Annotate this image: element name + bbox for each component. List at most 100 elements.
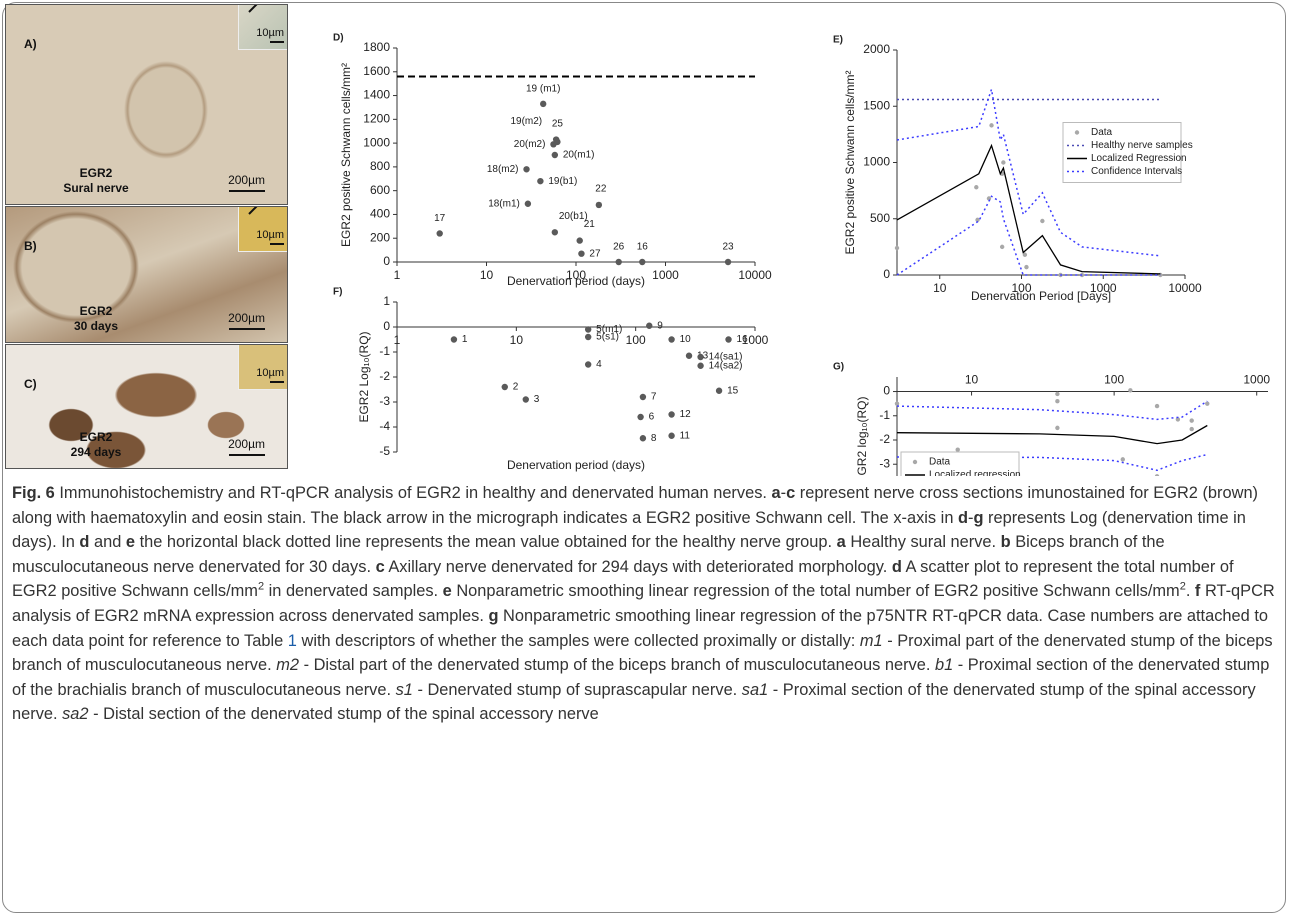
y-tick-label: 1800 (363, 40, 390, 54)
y-tick-label: -1 (879, 408, 890, 422)
x-axis-label: Denervation period (days) (507, 274, 645, 288)
caption-text: g (488, 607, 498, 625)
data-point (895, 401, 899, 405)
x-axis-label: Denervation period (days) (507, 458, 645, 472)
panel-label: A) (24, 37, 37, 51)
data-point (668, 411, 674, 417)
data-point (640, 394, 646, 400)
data-point (1001, 160, 1005, 164)
data-point (596, 202, 602, 208)
x-tick-label: 10 (965, 373, 979, 387)
data-point (1121, 457, 1125, 461)
caption-text: d (79, 533, 89, 551)
panel-label: B) (24, 239, 37, 253)
point-label: 2 (513, 382, 519, 393)
x-tick-label: 1 (394, 268, 401, 282)
point-label: 16 (637, 242, 649, 253)
data-point (550, 141, 556, 147)
data-point (639, 259, 645, 265)
y-tick-label: -1 (379, 344, 390, 358)
caption-text: e (126, 533, 135, 551)
caption-text: Healthy sural nerve. (846, 533, 1001, 551)
caption: Fig. 6 Immunohistochemistry and RT-qPCR … (12, 481, 1280, 727)
y-axis-label: EGR2 positive Schwann cells/mm² (339, 63, 353, 247)
y-tick-label: -3 (379, 394, 390, 408)
data-point (1155, 404, 1159, 408)
data-point (537, 178, 543, 184)
caption-text: Immunohistochemistry and RT-qPCR analysi… (55, 484, 772, 502)
legend-label: Data (929, 457, 951, 468)
data-point (668, 433, 674, 439)
point-label: 3 (534, 394, 540, 405)
caption-text: Axillary nerve denervated for 294 days w… (385, 558, 892, 576)
caption-text: . (1186, 582, 1195, 600)
data-point (697, 354, 703, 360)
x-tick-label: 100 (626, 333, 646, 347)
series-line (897, 426, 1207, 444)
data-point (585, 361, 591, 367)
inset-scale: 10µm (256, 27, 284, 39)
x-tick-label: 10000 (738, 268, 772, 282)
caption-text: with descriptors of whether the samples … (297, 632, 860, 650)
label-line: EGR2 (36, 166, 156, 181)
data-point (895, 246, 899, 250)
y-axis-label: EGR2 Log₁₀(RQ) (357, 331, 371, 422)
data-point (1190, 427, 1194, 431)
x-axis-label: Denervation Period [Days] (971, 289, 1111, 303)
data-point (552, 229, 558, 235)
y-tick-label: 800 (370, 159, 390, 173)
micrograph-label: EGR230 days (36, 304, 156, 334)
label-line: EGR2 (36, 430, 156, 445)
data-point (989, 123, 993, 127)
data-point (451, 336, 457, 342)
point-label: 7 (651, 392, 657, 403)
inset: 10µm (238, 5, 287, 50)
caption-text: in denervated samples. (264, 582, 443, 600)
caption-text: b (1001, 533, 1011, 551)
caption-text: and (89, 533, 125, 551)
legend-label: Confidence Intervals (1091, 166, 1182, 177)
data-point (585, 334, 591, 340)
caption-text: - Distal part of the denervated stump of… (299, 656, 935, 674)
point-label: 9 (657, 320, 663, 331)
data-point (577, 237, 583, 243)
data-point (1128, 388, 1132, 392)
point-label: 20(m1) (563, 150, 595, 161)
data-point (637, 414, 643, 420)
x-tick-label: 1 (394, 333, 401, 347)
y-tick-label: -4 (379, 419, 390, 433)
data-point (616, 259, 622, 265)
data-point (540, 101, 546, 107)
x-tick-label: 1000 (1243, 373, 1270, 387)
point-label: 26 (613, 242, 625, 253)
y-tick-label: 0 (883, 267, 890, 281)
data-point (523, 396, 529, 402)
data-point (725, 259, 731, 265)
data-point (437, 230, 443, 236)
panel-label: G) (833, 362, 844, 373)
point-label: 8 (651, 433, 657, 444)
y-tick-label: -5 (379, 444, 390, 458)
caption-text[interactable]: 1 (288, 632, 297, 650)
panel-label: E) (833, 35, 843, 46)
data-point (974, 185, 978, 189)
y-tick-label: -3 (879, 456, 890, 470)
data-point (1000, 245, 1004, 249)
data-point (578, 250, 584, 256)
scale-text: 200µm (228, 437, 265, 451)
data-point (697, 363, 703, 369)
point-label: 11 (680, 430, 691, 441)
y-axis-label: EGR2 positive Schwann cells/mm² (843, 70, 857, 254)
y-tick-label: 1 (383, 294, 390, 308)
data-point (1024, 265, 1028, 269)
x-tick-label: 10000 (1168, 281, 1202, 295)
scale-bar: 200µm (228, 437, 265, 456)
point-label: 6 (649, 412, 655, 423)
y-tick-label: 1000 (863, 155, 890, 169)
data-point (552, 152, 558, 158)
data-point (523, 166, 529, 172)
y-tick-label: 0 (383, 254, 390, 268)
caption-text: m1 (860, 632, 883, 650)
y-tick-label: 0 (883, 384, 890, 398)
inset-scale: 10µm (256, 229, 284, 241)
